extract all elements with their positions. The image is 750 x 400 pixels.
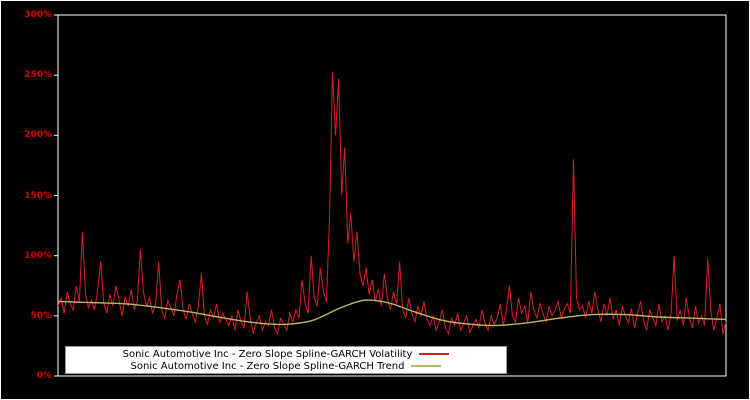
y-tick-label: 150% [24, 190, 52, 201]
y-tick-label: 100% [24, 250, 52, 261]
chart-legend: Sonic Automotive Inc - Zero Slope Spline… [65, 346, 507, 374]
legend-item-volatility: Sonic Automotive Inc - Zero Slope Spline… [66, 348, 506, 360]
legend-line-sample-volatility [419, 353, 450, 355]
y-tick-label: 300% [24, 10, 52, 20]
y-tick-label: 50% [30, 310, 52, 321]
legend-label-volatility: Sonic Automotive Inc - Zero Slope Spline… [122, 348, 413, 360]
y-tick-label: 250% [24, 70, 52, 81]
y-tick-label: 200% [24, 130, 52, 141]
y-tick-label: 0% [36, 371, 52, 381]
legend-line-sample-trend [411, 365, 442, 367]
legend-label-trend: Sonic Automotive Inc - Zero Slope Spline… [130, 360, 405, 372]
legend-item-trend: Sonic Automotive Inc - Zero Slope Spline… [66, 360, 506, 372]
